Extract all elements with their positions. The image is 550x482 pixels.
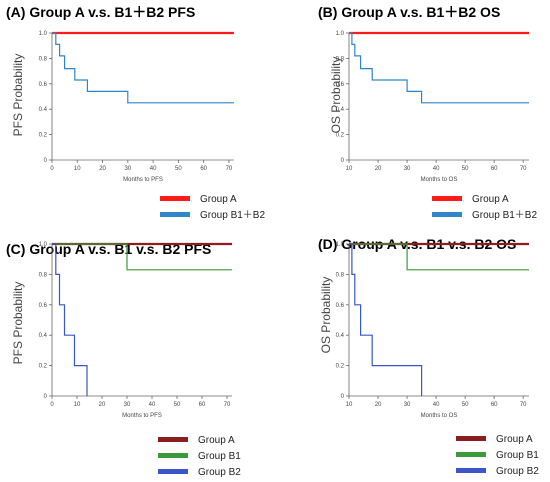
legend-swatch	[160, 212, 190, 217]
y-tick-label: 1.0	[39, 242, 48, 248]
x-tick-label: 30	[404, 402, 411, 408]
legend-swatch	[456, 468, 486, 473]
x-tick-label: 70	[520, 402, 527, 408]
x-axis-label: Months to PFS	[123, 177, 163, 183]
legend-swatch	[432, 196, 462, 201]
panel-a: (A) Group A v.s. B1＋B2 PFS 0 0.2 0.4 0.6 0.8 1…	[6, 4, 265, 221]
legend-label: Group B1	[496, 450, 539, 461]
y-tick-label: 0.8	[336, 272, 345, 278]
y-tick-label: 0	[341, 394, 345, 400]
x-tick-label: 50	[174, 402, 181, 408]
panel-d: (D) Group A v.s. B1 v.s. B2 OS00.20.40.6…	[318, 236, 539, 477]
legend-label: Group A	[200, 194, 237, 205]
legend-label: Group B1＋B2	[200, 210, 265, 221]
y-tick-label: 1.0	[336, 242, 345, 248]
legend-label: Group A	[198, 435, 235, 446]
legend-swatch	[158, 437, 188, 442]
y-tick-label: 0.8	[39, 272, 48, 278]
y-axis-label: OS Probability	[329, 57, 343, 134]
x-tick-label: 70	[520, 166, 527, 172]
x-tick-label: 30	[404, 166, 411, 172]
legend-label: Group A	[472, 194, 509, 205]
x-axis-label: Months to OS	[421, 177, 458, 183]
legend-label: Group B1＋B2	[472, 210, 537, 221]
x-tick-label: 70	[226, 166, 233, 172]
panel-c: (C) Group A v.s. B1 v.s. B2 PFS00.20.40.…	[6, 241, 241, 478]
y-tick-label: 0.6	[336, 303, 345, 309]
x-tick-label: 40	[150, 166, 157, 172]
y-tick-label: 0	[44, 394, 48, 400]
legend-swatch	[432, 212, 462, 217]
x-tick-label: 50	[175, 166, 182, 172]
x-tick-label: 10	[346, 166, 353, 172]
legend-label: Group A	[496, 434, 533, 445]
legend-swatch	[456, 436, 486, 441]
legend-label: Group B2	[198, 467, 241, 478]
x-tick-label: 60	[200, 166, 207, 172]
y-tick-label: 0.6	[39, 82, 48, 88]
y-tick-label: 0.2	[39, 133, 48, 139]
legend-swatch	[456, 452, 486, 457]
y-tick-label: 0.4	[336, 333, 345, 339]
series-line-group-b1-b2	[349, 32, 529, 104]
y-tick-label: 0.6	[39, 303, 48, 309]
series-line-group-b1-b2	[52, 32, 234, 104]
x-tick-label: 50	[462, 166, 469, 172]
x-tick-label: 60	[491, 166, 498, 172]
series-line-group-b2	[52, 243, 88, 396]
y-axis-label: OS Probability	[319, 277, 333, 354]
y-tick-label: 0.6	[336, 82, 345, 88]
y-tick-label: 0	[44, 158, 48, 164]
series-line-group-b1	[349, 243, 529, 271]
x-tick-label: 30	[124, 166, 131, 172]
y-tick-label: 0.8	[39, 56, 48, 62]
legend-swatch	[160, 196, 190, 201]
y-axis-label: PFS Probability	[11, 54, 25, 137]
x-tick-label: 10	[74, 166, 81, 172]
y-tick-label: 0.8	[336, 56, 345, 62]
x-tick-label: 60	[491, 402, 498, 408]
series-line-group-b1	[52, 243, 232, 271]
x-tick-label: 50	[462, 402, 469, 408]
x-tick-label: 70	[224, 402, 231, 408]
legend-swatch	[158, 469, 188, 474]
y-tick-label: 0.2	[336, 133, 345, 139]
x-tick-label: 40	[149, 402, 156, 408]
y-tick-label: 0.2	[336, 364, 345, 370]
x-tick-label: 10	[74, 402, 81, 408]
x-tick-label: 40	[433, 402, 440, 408]
y-tick-label: 1.0	[336, 31, 345, 37]
x-tick-label: 40	[433, 166, 440, 172]
y-tick-label: 0.4	[39, 333, 48, 339]
x-tick-label: 60	[199, 402, 206, 408]
y-tick-label: 0.4	[39, 107, 48, 113]
panel-title: (B) Group A v.s. B1＋B2 OS	[318, 4, 500, 20]
legend-swatch	[158, 453, 188, 458]
y-tick-label: 0	[341, 158, 345, 164]
x-axis-label: Months to PFS	[122, 413, 162, 419]
legend-label: Group B2	[496, 466, 539, 477]
y-axis-label: PFS Probability	[11, 282, 25, 365]
x-tick-label: 20	[99, 166, 106, 172]
x-tick-label: 10	[346, 402, 353, 408]
x-tick-label: 20	[99, 402, 106, 408]
x-axis-label: Months to OS	[421, 413, 458, 419]
panel-b: (B) Group A v.s. B1＋B2 OS 0 0.2 0.4 0.6 0.8 1.…	[318, 4, 537, 221]
x-tick-label: 20	[375, 166, 382, 172]
y-tick-label: 0.2	[39, 364, 48, 370]
panel-title: (A) Group A v.s. B1＋B2 PFS	[6, 4, 195, 20]
series-line-group-b2	[349, 243, 423, 396]
x-tick-label: 20	[375, 402, 382, 408]
x-tick-label: 30	[124, 402, 131, 408]
y-tick-label: 1.0	[39, 31, 48, 37]
x-tick-label: 0	[50, 402, 54, 408]
legend-label: Group B1	[198, 451, 241, 462]
y-tick-label: 0.4	[336, 107, 345, 113]
x-tick-label: 0	[50, 166, 54, 172]
